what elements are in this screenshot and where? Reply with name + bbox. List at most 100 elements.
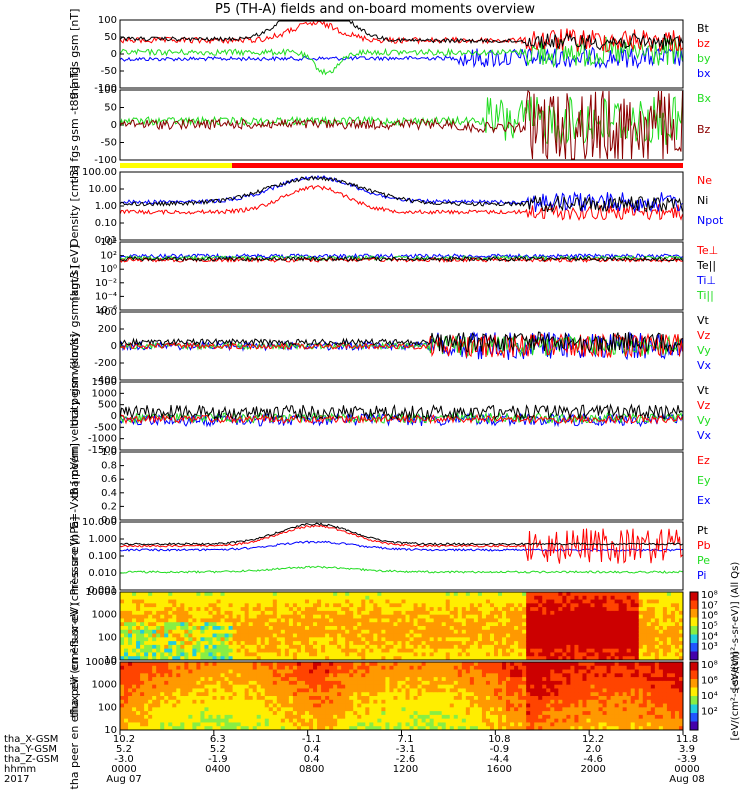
panel-frame	[119, 311, 684, 381]
legend-entry: Pt	[697, 524, 709, 537]
legend-entry: Vz	[697, 399, 711, 412]
y-tick-label: -500	[94, 422, 117, 433]
legend-entry: Vz	[697, 329, 711, 342]
ephemeris-x: 6.3	[210, 734, 226, 745]
panel-frame	[119, 521, 684, 591]
y-tick-label: 10	[104, 655, 117, 666]
ephemeris-row-label: hhmm	[4, 764, 36, 775]
vz-i-line	[119, 332, 683, 359]
legend-entry: Ti||	[696, 289, 714, 302]
ephemeris-z: -3.9	[677, 754, 697, 765]
y-tick-label: 10	[104, 725, 117, 736]
y-axis-label: tha peir en eflux eV (cm²-s-sr-eV)	[68, 534, 81, 717]
legend-entry: Ni	[697, 194, 708, 207]
panel-8: 10.000 1.000 0.100 0.010 0.001 Pressure [nPa]…	[68, 517, 711, 596]
ephemeris-y: 3.9	[679, 744, 695, 755]
legend-entry: by	[697, 52, 711, 65]
ion-spectrogram	[120, 592, 684, 661]
y-axis-label: Density [cm-3]	[68, 165, 81, 247]
colorbar-tick: 10²	[701, 707, 718, 718]
ti-perp-line	[119, 252, 683, 260]
y-tick-label: 0.8	[101, 461, 117, 472]
panel-9: 10000 1000 100 10 tha peir en eflux eV (cm²-…	[68, 534, 124, 718]
panel-5: 400 200 0 -200 -400 tha peim velocity gsm [km…	[68, 265, 712, 426]
panel-frame	[119, 381, 684, 451]
y-tick-label: -400	[94, 375, 117, 386]
y-tick-label: 50	[104, 32, 117, 43]
ephemeris-x: 12.2	[582, 734, 604, 745]
ni-line	[119, 175, 683, 213]
y-tick-label: 1.000	[88, 534, 117, 545]
mode-bar-fast	[232, 163, 683, 168]
panel-3: 100.00 10.00 1.00 0.10 0.01 Density [cm-3] Ne N…	[68, 165, 724, 247]
legend-entry: Vx	[697, 359, 712, 372]
y-tick-label: 0.010	[88, 568, 117, 579]
ephemeris-time: 0000	[674, 764, 699, 775]
pe-line	[119, 565, 683, 574]
y-tick-label: 0	[111, 411, 117, 422]
legend-entry: Pe	[697, 554, 710, 567]
y-tick-label: 10.000	[82, 517, 117, 528]
y-axis-label: tha peer en eflux eV (cm²-s-sr-eV)	[68, 603, 81, 790]
by-line	[119, 36, 683, 76]
te-par-line	[119, 255, 683, 263]
mode-bar-slow	[120, 163, 232, 168]
y-tick-label: 1.00	[95, 201, 117, 212]
bt-line	[119, 20, 683, 51]
y-tick-label: 0	[111, 49, 117, 60]
y-tick-label: 0	[111, 120, 117, 131]
ephemeris-time: 2000	[580, 764, 605, 775]
chart-title: P5 (TH-A) fields and on-board moments ov…	[214, 2, 536, 17]
ephemeris-z: -1.9	[208, 754, 228, 765]
vz-e-line	[120, 413, 683, 425]
ephemeris-y: 5.2	[116, 744, 132, 755]
y-tick-label: 0.4	[101, 488, 117, 499]
ephemeris-time: 0000	[111, 764, 136, 775]
bz-t89-line	[119, 90, 683, 160]
y-tick-label: 1500	[92, 377, 117, 388]
y-tick-label: 10000	[85, 657, 117, 668]
legend-entry: Vx	[697, 429, 712, 442]
panel-7: 1.0 0.8 0.6 0.4 0.2 0.0 E=-VxB [mV/m] Ez Ey Ex	[68, 443, 711, 529]
colorbar-tick: 10⁵	[701, 621, 718, 632]
legend-entry: Vt	[697, 384, 710, 397]
legend-entry: Pi	[697, 569, 706, 582]
colorbar-label: [eV/(cm²-s-sr-eV)] (All Qs)	[730, 562, 741, 691]
y-tick-label: 50	[104, 103, 117, 114]
bz-line	[119, 20, 683, 53]
y-tick-label: -100	[94, 155, 117, 166]
panel-frame	[119, 451, 684, 521]
y-tick-label: 100	[98, 632, 117, 643]
legend-entry: Te⊥	[696, 244, 718, 257]
y-tick-label: -1000	[88, 434, 117, 445]
y-tick-label: -100	[94, 83, 117, 94]
colorbar-tick: 10⁶	[701, 676, 718, 687]
y-tick-label: 0.001	[88, 585, 117, 596]
panel-frame	[119, 591, 684, 661]
legend-entry: Bt	[697, 22, 710, 35]
y-tick-label: 1000	[92, 610, 117, 621]
y-tick-label: 10⁴	[100, 237, 117, 248]
legend-entry: Npot	[697, 214, 724, 227]
colorbar-tick: 10⁴	[701, 631, 718, 642]
y-tick-label: 0.2	[101, 501, 117, 512]
ephemeris-time: 0800	[299, 764, 324, 775]
y-tick-label: 100.00	[82, 167, 117, 178]
colorbar-tick: 10⁸	[701, 590, 718, 601]
pt-line	[119, 522, 683, 546]
y-tick-label: 1000	[92, 388, 117, 399]
y-tick-label: 10000	[85, 587, 117, 598]
y-tick-label: 0	[111, 341, 117, 352]
legend-entry: Pb	[697, 539, 711, 552]
colorbar-label: [eV/(cm²-s-sr-eV)]	[730, 651, 741, 740]
ephemeris-date: Aug 07	[106, 774, 141, 785]
legend-entry: Te||	[696, 259, 716, 272]
legend-entry: Bx	[697, 92, 712, 105]
y-axis-label: tha fgs gsm [nT]	[68, 9, 81, 100]
ephemeris-date: Aug 08	[669, 774, 704, 785]
legend-entry: bx	[697, 67, 711, 80]
ephemeris-time: 0400	[205, 764, 230, 775]
y-tick-label: 1.0	[101, 447, 117, 458]
y-tick-label: 0.01	[95, 235, 117, 246]
